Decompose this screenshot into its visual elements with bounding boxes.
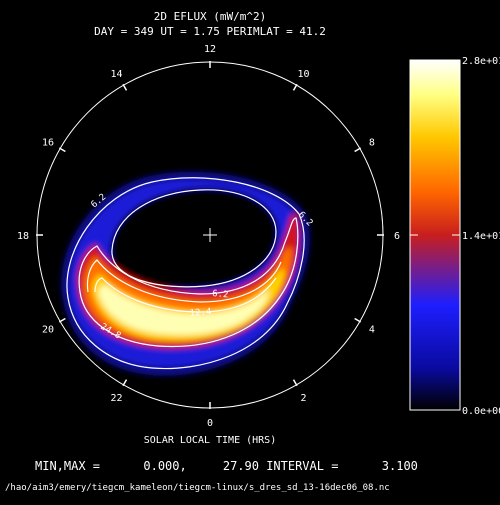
contour-red xyxy=(78,217,299,348)
hour-tick-label: 18 xyxy=(17,231,29,242)
hour-tick-label: 22 xyxy=(110,393,122,404)
colorbar-tick-label: 2.8e+01 xyxy=(462,56,500,67)
hour-tick-2 xyxy=(292,379,298,387)
colorbar-ticks: 2.8e+01 1.4e+01 0.0e+00 xyxy=(410,56,500,417)
hour-tick-label: 2 xyxy=(300,393,306,404)
hour-tick-label: 8 xyxy=(369,138,375,149)
min-max-text: MIN,MAX = 0.000, 27.90 INTERVAL = 3.100 xyxy=(35,459,418,473)
hour-tick-label: 14 xyxy=(110,69,122,80)
file-path: /hao/aim3/emery/tiegcm_kameleon/tiegcm-l… xyxy=(5,483,390,493)
contour-label: 12.4 xyxy=(189,307,211,319)
hour-tick-14 xyxy=(122,83,128,91)
contour-lines xyxy=(66,177,305,370)
hour-tick-20 xyxy=(58,317,66,323)
hour-tick-label: 4 xyxy=(369,325,375,336)
plot-title: 2D EFLUX (mW/m^2) xyxy=(154,10,267,23)
x-axis-label: SOLAR LOCAL TIME (HRS) xyxy=(144,435,276,446)
hour-ticks: 0 2 4 6 8 10 12 14 16 18 20 22 xyxy=(17,44,400,429)
plot-subtitle: DAY = 349 UT = 1.75 PERIMLAT = 41.2 xyxy=(94,25,326,38)
hour-tick-label: 6 xyxy=(394,231,400,242)
hour-tick-16 xyxy=(58,147,66,153)
contour-orange xyxy=(86,259,282,303)
pole-marker xyxy=(203,228,217,242)
hour-tick-label: 0 xyxy=(207,418,213,429)
hour-tick-10 xyxy=(292,83,298,91)
hour-tick-4 xyxy=(354,317,362,323)
hour-tick-8 xyxy=(354,147,362,153)
contour-label: 6.2 xyxy=(212,289,229,300)
colorbar-tick-label: 0.0e+00 xyxy=(462,406,500,417)
hour-tick-22 xyxy=(122,379,128,387)
contour-outer xyxy=(66,177,305,370)
field-core xyxy=(98,285,269,335)
hour-tick-label: 10 xyxy=(297,69,309,80)
hour-tick-label: 20 xyxy=(42,325,54,336)
contour-inner xyxy=(111,189,277,288)
hour-tick-label: 12 xyxy=(204,44,216,55)
hour-tick-label: 16 xyxy=(42,138,54,149)
colorbar xyxy=(409,59,461,411)
colorbar-tick-label: 1.4e+01 xyxy=(462,231,500,242)
eflux-field xyxy=(61,171,310,376)
field-hole xyxy=(109,187,278,289)
contour-yellow xyxy=(94,277,277,313)
